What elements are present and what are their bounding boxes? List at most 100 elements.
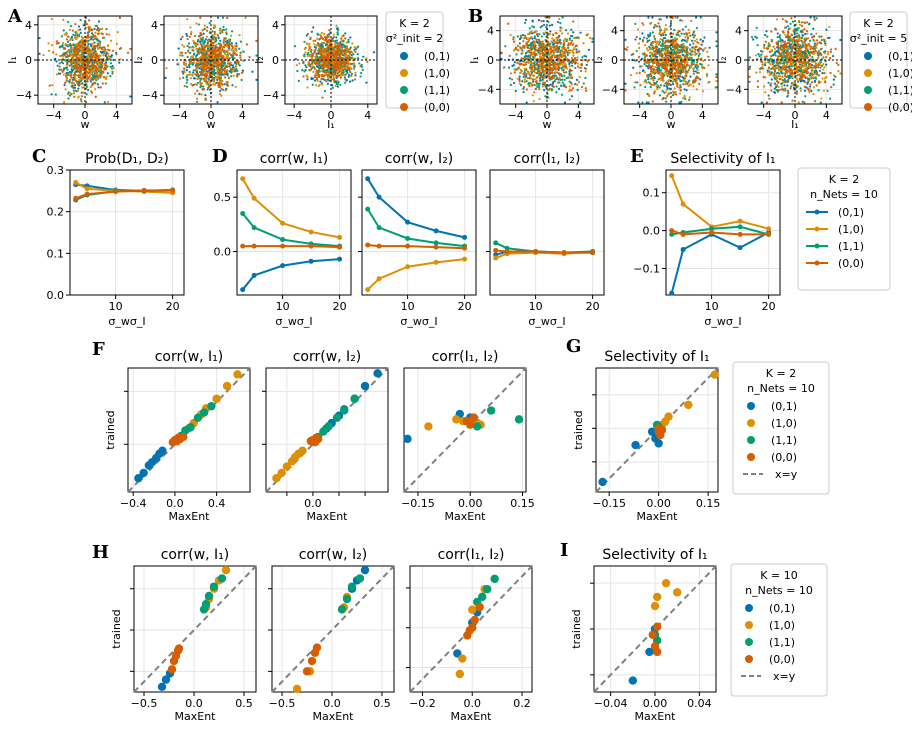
data-point [350,67,353,70]
data-point [522,90,525,94]
data-point [221,67,224,70]
data-point [314,62,317,65]
data-point [715,45,718,48]
data-point [68,28,71,31]
data-point [232,74,235,77]
data-point [349,71,352,74]
data-point [707,81,710,84]
data-point [568,85,571,88]
data-point [80,35,83,38]
data-point [195,100,199,103]
data-point [57,72,60,75]
data-point [50,93,53,96]
data-point [199,65,202,68]
data-point [671,90,674,93]
data-point [79,67,82,70]
data-point [70,46,73,49]
data-point [196,65,199,69]
data-point [568,68,572,71]
data-point [118,47,122,50]
data-point [347,63,350,67]
data-point [182,61,185,64]
data-point [90,54,93,58]
data-point [634,38,637,41]
data-point [643,80,646,83]
data-point [102,49,105,52]
data-point [568,98,571,101]
data-point [576,88,579,92]
data-point [81,66,85,69]
data-point [550,47,553,50]
data-point [647,78,650,81]
data-point [551,37,554,40]
data-point [322,33,326,36]
data-point [182,70,185,73]
data-point [62,29,65,32]
data-point [570,57,573,60]
data-point [538,49,541,53]
data-point [226,81,229,84]
data-point [645,47,648,50]
data-point [559,51,562,54]
data-point [109,62,113,65]
data-point [334,66,338,69]
data-point [87,62,90,65]
data-point [99,72,102,75]
data-point [82,24,85,27]
data-point [686,45,689,49]
data-point [516,61,519,64]
data-point [208,85,211,88]
data-point [700,57,703,60]
data-point [554,68,557,71]
data-point [313,79,317,82]
data-point [103,76,106,79]
data-point [62,101,66,104]
legend-swatch [400,86,408,94]
data-point [548,69,552,72]
data-point [206,44,209,47]
data-point [213,33,216,36]
data-point [350,72,354,75]
data-point [585,55,588,58]
data-point [69,78,72,81]
data-point [306,53,309,56]
data-point [203,55,206,59]
data-point [101,52,105,55]
data-point [684,80,687,83]
data-point [317,73,320,76]
data-point [344,32,347,35]
data-point [85,35,88,38]
data-point [539,76,543,79]
data-point [314,39,317,42]
data-point [560,68,564,72]
data-point [219,89,222,93]
data-point [542,31,545,35]
data-point [538,97,541,101]
data-point [106,72,109,75]
data-point [90,36,93,39]
data-point [684,36,687,39]
data-point [532,80,535,83]
data-point [528,47,531,50]
data-point [220,80,224,83]
data-point [656,40,659,43]
data-point [548,72,551,75]
data-point [307,49,310,52]
data-point [335,42,339,45]
data-point [685,89,688,92]
data-point [226,54,229,57]
data-point [80,59,83,62]
data-point [539,47,542,51]
data-point [81,53,85,56]
data-point [532,40,535,43]
data-point [74,51,77,55]
data-point [87,19,91,22]
data-point [70,63,73,66]
data-point [576,65,580,68]
data-point [70,65,74,69]
data-point [548,24,551,27]
data-point [79,45,82,49]
data-point [214,53,218,56]
data-point [111,64,114,68]
data-point [356,46,359,49]
